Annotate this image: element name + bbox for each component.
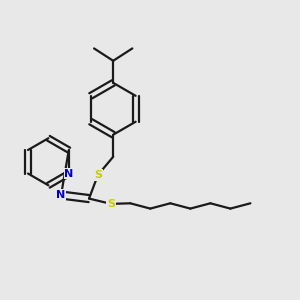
Text: N: N [64,169,74,178]
Text: S: S [107,199,115,209]
Text: N: N [56,190,66,200]
Text: S: S [94,170,102,180]
